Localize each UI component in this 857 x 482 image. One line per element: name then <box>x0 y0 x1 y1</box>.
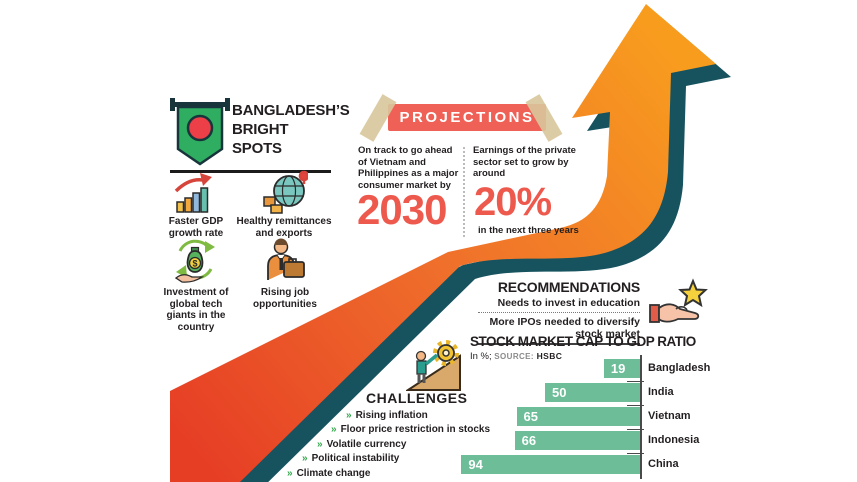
bar-indonesia: 66 <box>514 431 640 450</box>
page-title: BANGLADESH’S BRIGHT SPOTS <box>232 101 350 158</box>
gdp-growth-icon <box>174 173 212 213</box>
uphill-gear-icon <box>406 340 461 391</box>
bar-india: 50 <box>545 383 640 402</box>
page-title-line1: BANGLADESH’S <box>232 102 350 119</box>
chart-subtitle: In %; SOURCE: HSBC <box>470 351 562 362</box>
investment-icon: $ <box>174 239 215 283</box>
chart-title: STOCK MARKET CAP TO GDP RATIO <box>470 334 696 349</box>
recommendation-item: More IPOs needed to diversify stock mark… <box>478 313 640 345</box>
header-divider <box>170 170 331 173</box>
chevron-bullet-icon: » <box>331 424 337 435</box>
challenge-label: Political instability <box>311 453 400 464</box>
bar-bangladesh: 19 <box>603 359 640 378</box>
axis-tick <box>627 453 644 455</box>
projections-banner: PROJECTIONS <box>388 104 546 131</box>
bar-value: 66 <box>521 433 537 448</box>
chart-units-note: In %; <box>470 351 492 362</box>
projection-right-value: 20% <box>474 180 552 224</box>
challenges-title: CHALLENGES <box>366 390 468 406</box>
page-title-line2: BRIGHT <box>232 121 289 138</box>
spot-label-jobs: Rising job opportunities <box>253 287 317 310</box>
recommendation-item: Needs to invest in education <box>478 295 640 313</box>
spot-label-investment: Investment of global tech giants in the … <box>163 287 229 333</box>
chevron-bullet-icon: » <box>302 453 308 464</box>
globe-exports-icon <box>263 170 308 214</box>
challenge-item: » Rising inflation <box>346 410 428 421</box>
chart-axis <box>640 355 642 479</box>
growth-arrow-body <box>170 4 716 482</box>
bar-value: 94 <box>468 457 483 472</box>
challenge-label: Volatile currency <box>326 439 407 450</box>
challenge-item: » Climate change <box>287 468 370 479</box>
chart-source: HSBC <box>536 351 563 361</box>
challenge-item: » Volatile currency <box>317 439 406 450</box>
category-label-bangladesh: Bangladesh <box>648 362 711 374</box>
spot-label-gdp: Faster GDP growth rate <box>168 216 224 239</box>
page-title-line3: SPOTS <box>232 140 282 157</box>
chevron-bullet-icon: » <box>317 439 323 450</box>
category-label-china: China <box>648 458 679 470</box>
category-label-india: India <box>648 386 674 398</box>
challenge-label: Climate change <box>296 468 371 479</box>
axis-tick <box>627 405 644 407</box>
axis-tick <box>627 429 644 431</box>
jobs-icon <box>267 238 305 280</box>
spot-label-remittances: Healthy remittances and exports <box>236 216 332 239</box>
projection-left-text: On track to go ahead of Vietnam and Phil… <box>358 145 459 191</box>
challenge-label: Rising inflation <box>355 410 428 421</box>
challenge-label: Floor price restriction in stocks <box>340 424 491 435</box>
axis-tick <box>627 381 644 383</box>
chart-source-label: SOURCE: <box>494 352 534 361</box>
projections-divider <box>463 147 465 237</box>
bar-china: 94 <box>461 455 640 474</box>
bar-value: 65 <box>523 409 538 424</box>
category-label-vietnam: Vietnam <box>648 410 691 422</box>
recommendations-block: RECOMMENDATIONS Needs to invest in educa… <box>478 279 640 345</box>
chevron-bullet-icon: » <box>287 468 293 479</box>
projection-left-value: 2030 <box>357 186 447 233</box>
challenge-item: » Political instability <box>302 453 399 464</box>
hand-star-icon <box>649 278 708 323</box>
bar-value: 50 <box>552 385 567 400</box>
bangladesh-flag-icon <box>170 98 230 166</box>
bar-value: 19 <box>610 361 626 376</box>
bar-vietnam: 65 <box>516 407 640 426</box>
projection-right-text: Earnings of the private sector set to gr… <box>473 145 576 179</box>
projection-right-suffix: in the next three years <box>478 225 579 236</box>
dollar-glyph: $ <box>192 259 197 269</box>
challenge-item: » Floor price restriction in stocks <box>331 424 490 435</box>
recommendations-title: RECOMMENDATIONS <box>497 279 640 295</box>
chevron-bullet-icon: » <box>346 410 352 421</box>
category-label-indonesia: Indonesia <box>648 434 700 446</box>
